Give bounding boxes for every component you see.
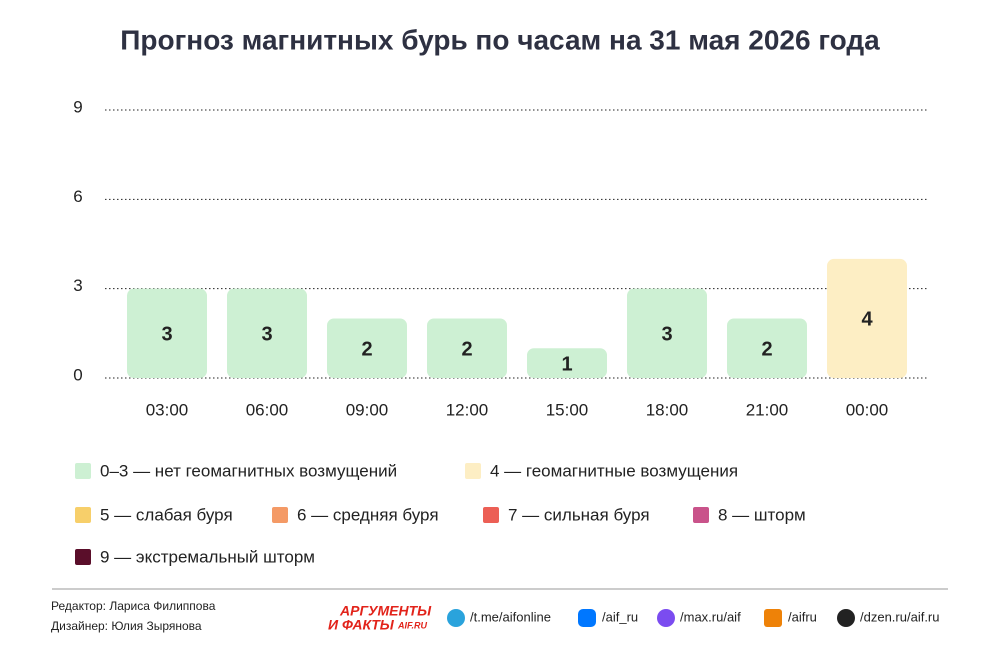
link[interactable]: /t.me/aifonline [470, 609, 551, 624]
chart-title: Прогноз магнитных бурь по часам на 31 ма… [120, 24, 880, 55]
logo: АРГУМЕНТЫ И ФАКТЫ AIF.RU [328, 603, 432, 633]
y-tick-label: 0 [73, 365, 82, 384]
y-tick-label: 6 [73, 187, 82, 206]
dzen-icon [837, 609, 855, 627]
legend-swatch [483, 507, 499, 523]
link[interactable]: /dzen.ru/aif.ru [860, 609, 940, 624]
value-label: 1 [561, 353, 572, 375]
telegram-icon [447, 609, 465, 627]
x-tick-label: 12:00 [446, 400, 489, 419]
x-tick-label: 06:00 [246, 400, 289, 419]
x-tick-label: 09:00 [346, 400, 389, 419]
bar [127, 288, 207, 378]
vk-icon [578, 609, 596, 627]
bar [727, 318, 807, 378]
legend-label: 0–3 — нет геомагнитных возмущений [100, 461, 397, 480]
value-label: 4 [861, 309, 873, 331]
designer: Дизайнер: Юлия Зырянова [51, 619, 202, 633]
legend-swatch [693, 507, 709, 523]
legend-label: 5 — слабая буря [100, 505, 233, 524]
legend-swatch [465, 463, 481, 479]
logo-line: AIF.RU [397, 620, 428, 630]
bar [827, 258, 907, 378]
legend-label: 6 — средняя буря [297, 505, 439, 524]
legend-swatch [75, 507, 91, 523]
max-icon [657, 609, 675, 627]
x-tick-label: 03:00 [146, 400, 189, 419]
editor: Редактор: Лариса Филиппова [51, 599, 216, 613]
value-label: 3 [261, 324, 272, 346]
link[interactable]: /aif_ru [602, 609, 638, 624]
y-tick-label: 3 [73, 276, 82, 295]
value-label: 2 [361, 339, 372, 361]
x-tick-label: 15:00 [546, 400, 589, 419]
ok-icon [764, 609, 782, 627]
logo-line: И ФАКТЫ [328, 617, 395, 633]
legend-swatch [272, 507, 288, 523]
legend-label: 8 — шторм [718, 505, 806, 524]
value-label: 2 [461, 339, 472, 361]
x-tick-label: 18:00 [646, 400, 689, 419]
legend-label: 4 — геомагнитные возмущения [490, 461, 738, 480]
value-label: 3 [161, 324, 172, 346]
logo-line: АРГУМЕНТЫ [339, 603, 432, 619]
link[interactable]: /aifru [788, 609, 817, 624]
bar [427, 318, 507, 378]
bar [527, 348, 607, 378]
x-tick-label: 21:00 [746, 400, 789, 419]
legend-swatch [75, 463, 91, 479]
x-tick-label: 00:00 [846, 400, 889, 419]
bar [227, 288, 307, 378]
legend-label: 7 — сильная буря [508, 505, 650, 524]
bar [627, 288, 707, 378]
value-label: 3 [661, 324, 672, 346]
y-tick-label: 9 [73, 97, 82, 116]
bar [327, 318, 407, 378]
link[interactable]: /max.ru/aif [680, 609, 741, 624]
value-label: 2 [761, 339, 772, 361]
legend-label: 9 — экстремальный шторм [100, 547, 315, 566]
legend-swatch [75, 549, 91, 565]
